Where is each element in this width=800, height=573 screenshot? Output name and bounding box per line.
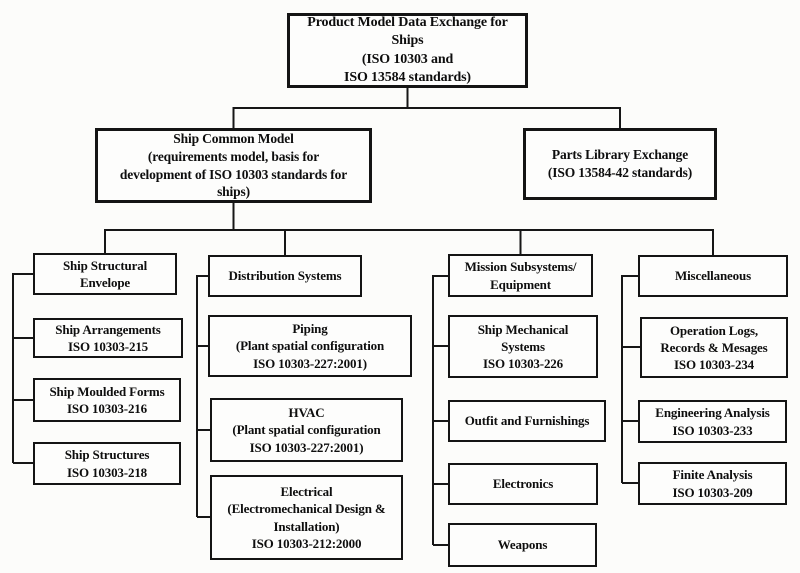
connector-level2-to-columns (104, 203, 714, 255)
node-mission-subsystems-equipment: Mission Subsystems/ Equipment (448, 254, 593, 297)
node-operation-logs-records-messages: Operation Logs, Records & Mesages ISO 10… (640, 317, 788, 378)
node-hvac: HVAC (Plant spatial configuration ISO 10… (210, 398, 403, 462)
connector-root-to-level2 (232, 87, 621, 128)
connector-column3-spine (432, 275, 448, 546)
node-ship-structural-envelope: Ship Structural Envelope (33, 253, 177, 295)
node-outfit-and-furnishings: Outfit and Furnishings (448, 400, 606, 442)
node-electrical: Electrical (Electromechanical Design & I… (210, 475, 403, 560)
node-ship-moulded-forms: Ship Moulded Forms ISO 10303-216 (33, 378, 181, 422)
node-parts-library-exchange: Parts Library Exchange (ISO 13584-42 sta… (523, 128, 717, 200)
node-miscellaneous: Miscellaneous (638, 255, 788, 297)
connector-column1-spine (12, 273, 33, 464)
node-ship-common-model: Ship Common Model (requirements model, b… (95, 128, 372, 203)
node-engineering-analysis: Engineering Analysis ISO 10303-233 (638, 400, 787, 443)
node-piping: Piping (Plant spatial configuration ISO … (208, 315, 412, 377)
node-finite-analysis: Finite Analysis ISO 10303-209 (638, 462, 787, 505)
connector-column4-spine (621, 275, 640, 484)
connector-column2-spine (196, 275, 210, 518)
node-electronics: Electronics (448, 463, 598, 505)
node-weapons: Weapons (448, 523, 597, 567)
node-ship-mechanical-systems: Ship Mechanical Systems ISO 10303-226 (448, 315, 598, 378)
node-product-model-data-exchange: Product Model Data Exchange for Ships (I… (287, 13, 528, 88)
node-ship-arrangements: Ship Arrangements ISO 10303-215 (33, 318, 183, 358)
node-ship-structures: Ship Structures ISO 10303-218 (33, 442, 181, 485)
node-distribution-systems: Distribution Systems (208, 255, 362, 297)
